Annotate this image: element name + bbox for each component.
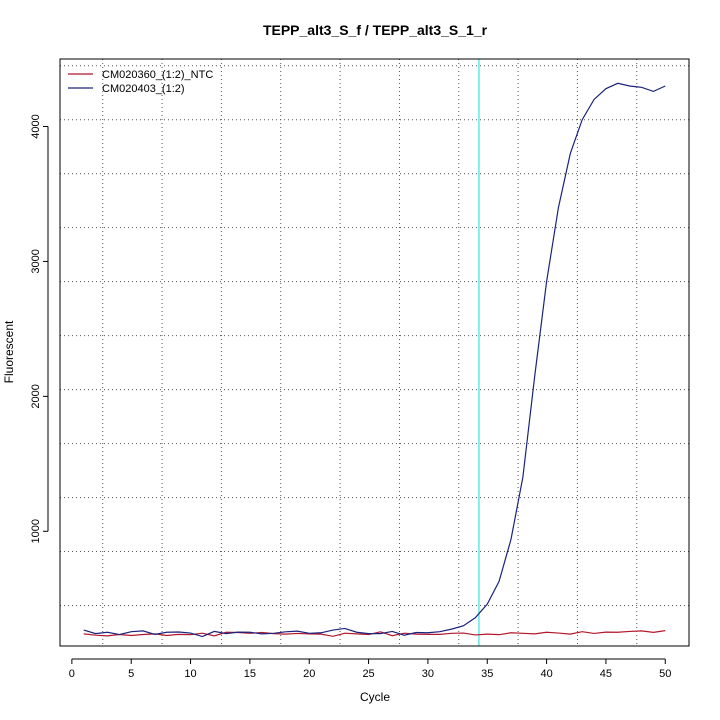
x-axis: 0 5 10 15 20 25 30 35 40 45 50 xyxy=(69,658,671,680)
legend: CM020360_(1:2)_NTC CM020403_(1:2) xyxy=(68,69,213,95)
x-axis-label: Cycle xyxy=(360,690,390,704)
y-tick-label: 2000 xyxy=(30,384,42,408)
x-tick-label: 30 xyxy=(422,668,434,680)
series-layer xyxy=(83,82,666,638)
legend-label-1: CM020360_(1:2)_NTC xyxy=(102,69,213,81)
plot-frame xyxy=(59,58,690,647)
x-tick-label: 40 xyxy=(540,668,552,680)
y-axis: 1000 2000 3000 4000 xyxy=(30,114,49,544)
y-axis-label: Fluorescent xyxy=(2,320,16,383)
grid-layer xyxy=(60,59,689,646)
x-tick-label: 0 xyxy=(69,668,75,680)
x-tick-label: 50 xyxy=(659,668,671,680)
x-tick-label: 10 xyxy=(184,668,196,680)
x-tick-label: 35 xyxy=(481,668,493,680)
series-line-2 xyxy=(83,82,666,638)
x-tick-label: 45 xyxy=(600,668,612,680)
x-tick-label: 5 xyxy=(128,668,134,680)
legend-label-2: CM020403_(1:2) xyxy=(102,83,185,95)
x-tick-label: 20 xyxy=(303,668,315,680)
chart-title: TEPP_alt3_S_f / TEPP_alt3_S_1_r xyxy=(263,22,488,38)
x-tick-label: 15 xyxy=(244,668,256,680)
x-tick-label: 25 xyxy=(362,668,374,680)
y-tick-label: 3000 xyxy=(30,249,42,273)
y-tick-label: 4000 xyxy=(30,114,42,138)
y-tick-label: 1000 xyxy=(30,519,42,543)
